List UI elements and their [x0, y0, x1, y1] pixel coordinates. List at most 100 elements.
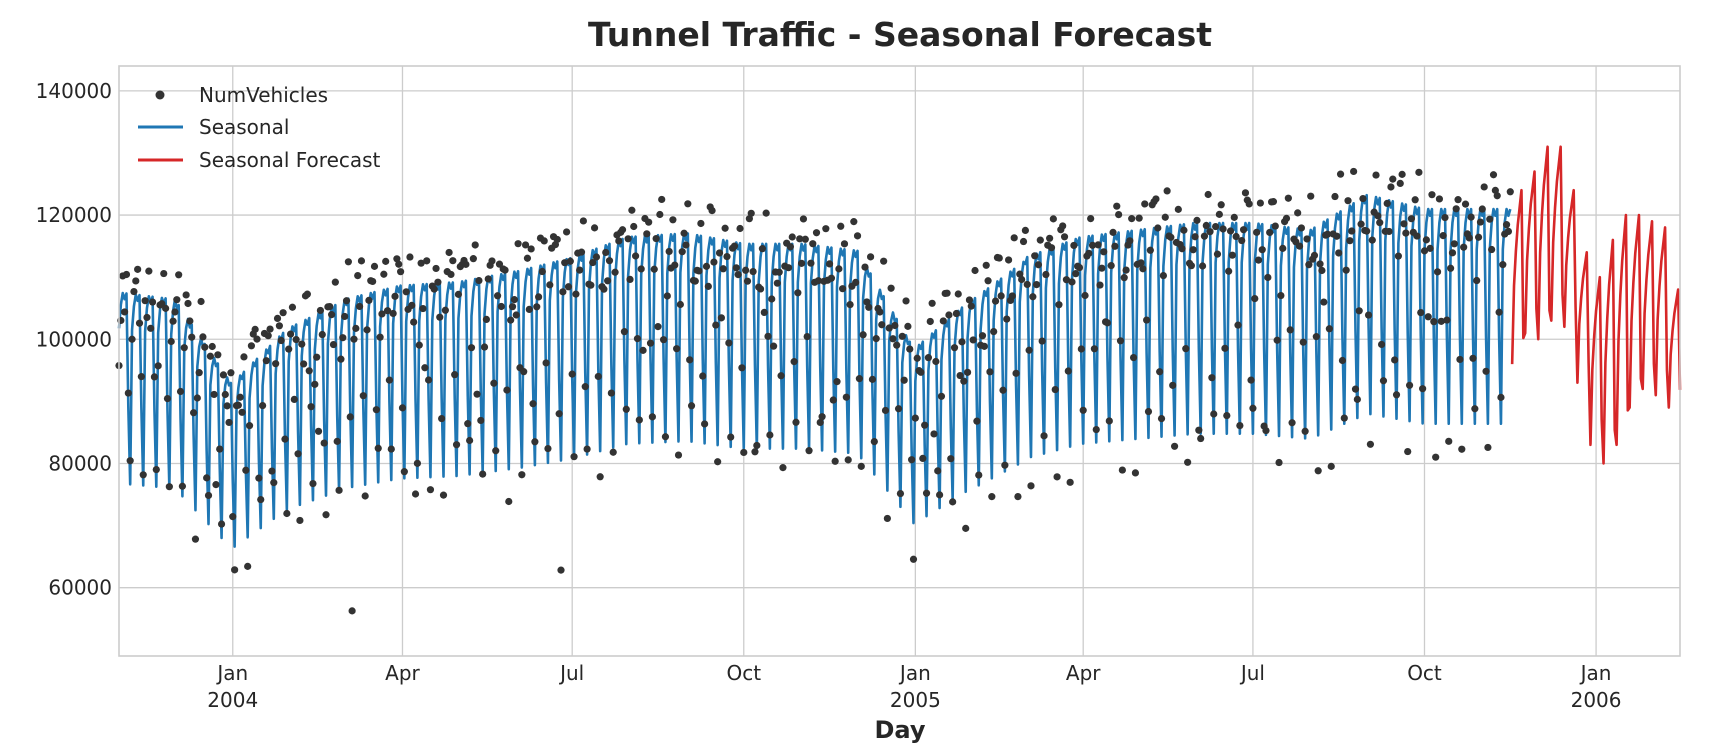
num-vehicles-point	[840, 240, 849, 248]
num-vehicles-point	[665, 247, 673, 256]
num-vehicles-point	[1465, 234, 1473, 242]
num-vehicles-point	[710, 258, 718, 266]
num-vehicles-point	[1152, 195, 1160, 203]
num-vehicles-point	[1266, 228, 1274, 237]
num-vehicles-point	[1506, 188, 1514, 196]
num-vehicles-point	[190, 409, 198, 417]
num-vehicles-point	[756, 285, 765, 293]
num-vehicles-point	[203, 474, 211, 482]
num-vehicles-point	[1141, 200, 1149, 208]
num-vehicles-point	[229, 513, 237, 521]
num-vehicles-point	[911, 414, 919, 422]
num-vehicles-point	[464, 420, 472, 428]
num-vehicles-point	[1422, 236, 1430, 244]
num-vehicles-point	[1391, 356, 1399, 364]
num-vehicles-point	[1333, 232, 1341, 240]
num-vehicles-point	[557, 566, 565, 574]
num-vehicles-point	[1282, 214, 1291, 222]
num-vehicles-point	[359, 392, 367, 400]
num-vehicles-point	[1228, 251, 1236, 259]
num-vehicles-point	[792, 418, 800, 426]
num-vehicles-point	[270, 479, 278, 487]
num-vehicles-point	[1198, 262, 1207, 270]
num-vehicles-point	[1195, 426, 1203, 434]
legend: NumVehicles Seasonal Seasonal Forecast	[138, 83, 381, 172]
num-vehicles-point	[822, 225, 830, 233]
num-vehicles-point	[661, 433, 670, 441]
y-tick-label: 80000	[48, 451, 112, 475]
num-vehicles-point	[1046, 234, 1054, 242]
num-vehicles-point	[559, 288, 567, 296]
num-vehicles-point	[1344, 197, 1352, 205]
num-vehicles-point	[1034, 261, 1043, 269]
num-vehicles-point	[508, 303, 517, 311]
num-vehicles-point	[1187, 262, 1195, 270]
num-vehicles-point	[1189, 246, 1197, 254]
num-vehicles-point	[747, 209, 755, 217]
num-vehicles-point	[1474, 233, 1483, 241]
num-vehicles-point	[300, 360, 308, 368]
num-vehicles-point	[316, 306, 325, 315]
num-vehicles-point	[928, 299, 936, 307]
num-vehicles-point	[632, 252, 640, 260]
num-vehicles-point	[880, 257, 888, 265]
num-vehicles-point	[395, 260, 403, 268]
num-vehicles-point	[1269, 198, 1278, 206]
num-vehicles-point	[1336, 170, 1345, 178]
num-vehicles-point	[967, 302, 975, 310]
num-vehicles-point	[1239, 226, 1248, 234]
num-vehicles-point	[926, 317, 934, 326]
num-vehicles-point	[687, 402, 696, 410]
num-vehicles-point	[1497, 393, 1505, 401]
num-vehicles-point	[1262, 426, 1270, 435]
num-vehicles-point	[885, 324, 893, 332]
num-vehicles-point	[1131, 469, 1140, 477]
num-vehicles-point	[908, 456, 916, 464]
num-vehicles-point	[1154, 224, 1162, 232]
num-vehicles-point	[600, 285, 608, 293]
seasonal-forecast-line	[1510, 145, 1682, 465]
num-vehicles-point	[988, 493, 996, 501]
num-vehicles-point	[247, 342, 256, 350]
num-vehicles-point	[1279, 244, 1287, 252]
num-vehicles-point	[480, 343, 489, 351]
num-vehicles-point	[283, 509, 291, 518]
num-vehicles-point	[596, 473, 604, 481]
num-vehicles-point	[219, 371, 228, 379]
num-vehicles-point	[1372, 171, 1380, 179]
num-vehicles-point	[1426, 244, 1434, 252]
num-vehicles-point	[1305, 261, 1313, 269]
num-vehicles-point	[369, 277, 377, 286]
num-vehicles-point	[589, 258, 597, 267]
num-vehicles-point	[861, 263, 869, 271]
num-vehicles-point	[419, 304, 427, 313]
num-vehicles-point	[1355, 307, 1363, 315]
num-vehicles-point	[262, 357, 270, 365]
num-vehicles-point	[922, 489, 931, 497]
num-vehicles-point	[147, 324, 155, 332]
num-vehicles-point	[1031, 252, 1039, 260]
num-vehicles-point	[727, 433, 735, 441]
num-vehicles-point	[296, 516, 304, 525]
num-vehicles-point	[1331, 192, 1339, 201]
num-vehicles-point	[303, 290, 311, 298]
num-vehicles-point	[413, 459, 421, 467]
num-vehicles-point	[607, 389, 615, 397]
num-vehicles-point	[370, 262, 379, 270]
num-vehicles-point	[764, 332, 772, 340]
legend-label-numvehicles: NumVehicles	[199, 83, 328, 107]
num-vehicles-point	[658, 195, 666, 204]
num-vehicles-point	[352, 324, 360, 332]
num-vehicles-point	[432, 264, 440, 273]
num-vehicles-point	[628, 206, 636, 214]
num-vehicles-point	[473, 390, 481, 398]
num-vehicles-point	[307, 403, 315, 411]
num-vehicles-point	[637, 265, 645, 273]
num-vehicles-point	[417, 259, 425, 267]
num-vehicles-point	[932, 357, 940, 366]
num-vehicles-point	[835, 265, 843, 273]
num-vehicles-point	[1135, 214, 1143, 222]
num-vehicles-point	[663, 292, 671, 300]
num-vehicles-point	[738, 364, 746, 372]
num-vehicles-point	[1297, 224, 1306, 232]
